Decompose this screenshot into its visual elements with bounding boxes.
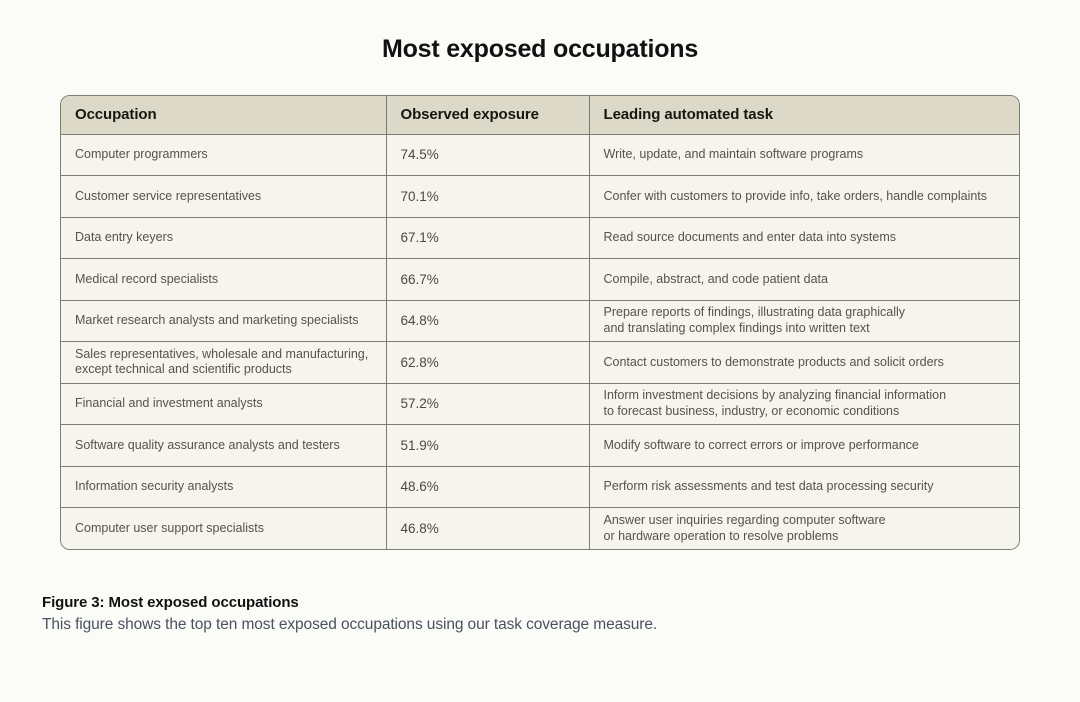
task-cell: Read source documents and enter data int… bbox=[588, 216, 1019, 259]
exposure-cell: 57.2% bbox=[385, 382, 589, 425]
figure-page: Most exposed occupations Occupation Obse… bbox=[0, 36, 1080, 634]
table-row: Computer programmers 74.5% Write, update… bbox=[61, 133, 1019, 176]
exposure-cell: 51.9% bbox=[385, 424, 589, 466]
occupation-cell: Sales representatives, wholesale and man… bbox=[61, 341, 386, 383]
occupation-cell: Computer user support specialists bbox=[61, 507, 386, 549]
exposure-cell: 48.6% bbox=[385, 465, 589, 508]
table-row: Sales representatives, wholesale and man… bbox=[61, 341, 1019, 383]
task-cell: Answer user inquiries regarding computer… bbox=[588, 507, 1019, 549]
exposure-cell: 64.8% bbox=[385, 299, 589, 342]
task-cell: Perform risk assessments and test data p… bbox=[588, 465, 1019, 508]
table-row: Market research analysts and marketing s… bbox=[61, 299, 1019, 342]
exposure-cell: 67.1% bbox=[385, 216, 589, 259]
exposure-cell: 66.7% bbox=[385, 258, 589, 300]
caption-body: This figure shows the top ten most expos… bbox=[42, 616, 658, 633]
task-cell: Compile, abstract, and code patient data bbox=[588, 258, 1019, 300]
table-header-row: Occupation Observed exposure Leading aut… bbox=[61, 96, 1019, 134]
exposure-cell: 74.5% bbox=[385, 133, 589, 176]
table-row: Computer user support specialists 46.8% … bbox=[61, 507, 1019, 549]
occupation-cell: Computer programmers bbox=[61, 133, 386, 176]
figure-caption: Figure 3: Most exposed occupations This … bbox=[42, 594, 1080, 634]
table-row: Customer service representatives 70.1% C… bbox=[61, 175, 1019, 217]
task-cell: Confer with customers to provide info, t… bbox=[588, 175, 1019, 217]
occupation-cell: Market research analysts and marketing s… bbox=[61, 299, 386, 342]
caption-heading: Figure 3: Most exposed occupations bbox=[42, 594, 299, 611]
exposure-table: Occupation Observed exposure Leading aut… bbox=[60, 95, 1020, 550]
figure-title: Most exposed occupations bbox=[381, 35, 699, 63]
table-row: Software quality assurance analysts and … bbox=[61, 424, 1019, 466]
exposure-cell: 62.8% bbox=[385, 341, 589, 383]
table-row: Medical record specialists 66.7% Compile… bbox=[61, 258, 1019, 300]
task-cell: Inform investment decisions by analyzing… bbox=[588, 382, 1019, 425]
task-cell: Modify software to correct errors or imp… bbox=[588, 424, 1019, 466]
column-header-occupation: Occupation bbox=[75, 106, 157, 124]
table-body: Computer programmers 74.5% Write, update… bbox=[61, 133, 1019, 549]
table-row: Information security analysts 48.6% Perf… bbox=[61, 465, 1019, 508]
task-cell: Write, update, and maintain software pro… bbox=[588, 133, 1019, 176]
occupation-cell: Data entry keyers bbox=[61, 216, 386, 259]
task-cell: Prepare reports of findings, illustratin… bbox=[588, 299, 1019, 342]
occupation-cell: Financial and investment analysts bbox=[61, 382, 386, 425]
table-row: Data entry keyers 67.1% Read source docu… bbox=[61, 216, 1019, 259]
occupation-cell: Software quality assurance analysts and … bbox=[61, 424, 386, 466]
occupation-cell: Customer service representatives bbox=[61, 175, 386, 217]
column-header-leading-automated-task: Leading automated task bbox=[588, 96, 1019, 134]
task-cell: Contact customers to demonstrate product… bbox=[588, 341, 1019, 383]
occupation-cell: Information security analysts bbox=[61, 465, 386, 508]
column-header-observed-exposure: Observed exposure bbox=[385, 96, 589, 134]
table-row: Financial and investment analysts 57.2% … bbox=[61, 382, 1019, 425]
exposure-cell: 70.1% bbox=[385, 175, 589, 217]
occupation-cell: Medical record specialists bbox=[61, 258, 386, 300]
exposure-cell: 46.8% bbox=[385, 507, 589, 549]
